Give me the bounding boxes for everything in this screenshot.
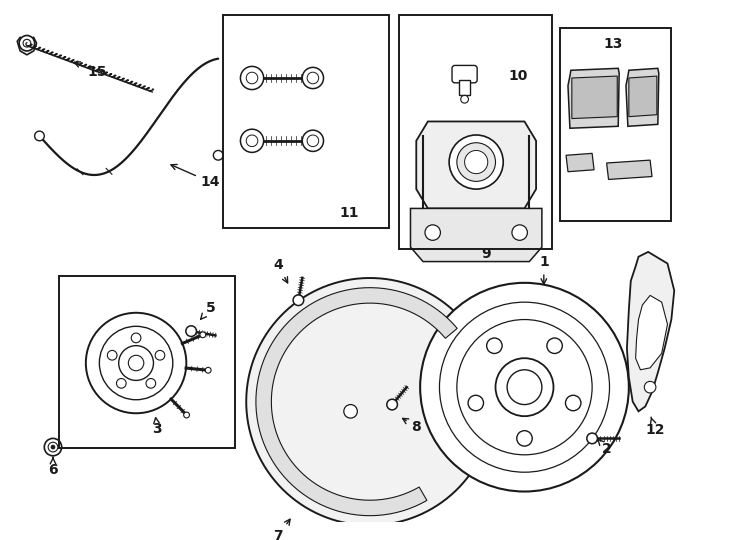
Polygon shape xyxy=(410,208,542,261)
Circle shape xyxy=(246,135,258,146)
Circle shape xyxy=(86,313,186,413)
Text: 15: 15 xyxy=(74,62,107,79)
Text: 11: 11 xyxy=(339,206,358,220)
Circle shape xyxy=(241,129,264,152)
Circle shape xyxy=(146,379,156,388)
Circle shape xyxy=(48,442,58,452)
Circle shape xyxy=(517,431,532,446)
Text: 13: 13 xyxy=(603,37,623,51)
Text: 8: 8 xyxy=(402,418,421,434)
Text: 14: 14 xyxy=(171,165,220,189)
Circle shape xyxy=(420,283,629,491)
Bar xyxy=(59,276,235,448)
Polygon shape xyxy=(626,69,659,126)
Polygon shape xyxy=(572,76,617,119)
Circle shape xyxy=(565,395,581,411)
Circle shape xyxy=(468,395,484,411)
Circle shape xyxy=(644,381,656,393)
Circle shape xyxy=(457,320,592,455)
Circle shape xyxy=(214,151,223,160)
Circle shape xyxy=(51,445,55,449)
Bar xyxy=(223,15,389,228)
Circle shape xyxy=(293,295,304,306)
Circle shape xyxy=(440,302,609,472)
Circle shape xyxy=(547,338,562,354)
Circle shape xyxy=(206,367,211,373)
Text: 4: 4 xyxy=(273,258,288,283)
Circle shape xyxy=(241,66,264,90)
Circle shape xyxy=(99,326,172,400)
Circle shape xyxy=(307,135,319,146)
Circle shape xyxy=(155,350,165,360)
Circle shape xyxy=(307,72,319,84)
Circle shape xyxy=(246,72,258,84)
Polygon shape xyxy=(568,69,619,128)
Circle shape xyxy=(425,225,440,240)
Polygon shape xyxy=(606,160,652,179)
Circle shape xyxy=(34,131,44,141)
Circle shape xyxy=(302,68,324,89)
Polygon shape xyxy=(629,76,657,117)
Circle shape xyxy=(186,326,197,336)
Text: 10: 10 xyxy=(508,69,528,83)
Circle shape xyxy=(200,332,206,338)
Polygon shape xyxy=(416,122,536,208)
Circle shape xyxy=(495,358,553,416)
Circle shape xyxy=(344,404,357,418)
Bar xyxy=(459,80,470,96)
Circle shape xyxy=(131,333,141,343)
Text: 12: 12 xyxy=(645,417,665,436)
FancyBboxPatch shape xyxy=(452,65,477,83)
Polygon shape xyxy=(627,252,675,411)
Text: 9: 9 xyxy=(481,247,490,261)
Polygon shape xyxy=(636,295,667,370)
Circle shape xyxy=(457,143,495,181)
Circle shape xyxy=(117,379,126,388)
Bar xyxy=(560,28,672,221)
Text: 1: 1 xyxy=(539,255,549,284)
Text: 6: 6 xyxy=(48,457,58,477)
Polygon shape xyxy=(566,153,594,172)
Polygon shape xyxy=(246,278,492,525)
Circle shape xyxy=(387,399,397,410)
Circle shape xyxy=(449,135,504,189)
Circle shape xyxy=(302,130,324,151)
Bar xyxy=(399,15,551,249)
Circle shape xyxy=(107,350,117,360)
Circle shape xyxy=(507,370,542,404)
Polygon shape xyxy=(256,288,457,516)
Circle shape xyxy=(586,433,597,444)
Circle shape xyxy=(487,338,502,354)
Circle shape xyxy=(128,355,144,371)
Text: 2: 2 xyxy=(597,438,611,456)
Circle shape xyxy=(465,151,488,174)
Text: 3: 3 xyxy=(153,417,162,436)
Circle shape xyxy=(119,346,153,380)
Text: 5: 5 xyxy=(200,301,215,319)
Circle shape xyxy=(184,412,189,418)
Circle shape xyxy=(461,96,468,103)
Text: 7: 7 xyxy=(273,519,290,540)
Circle shape xyxy=(512,225,528,240)
Circle shape xyxy=(44,438,62,456)
